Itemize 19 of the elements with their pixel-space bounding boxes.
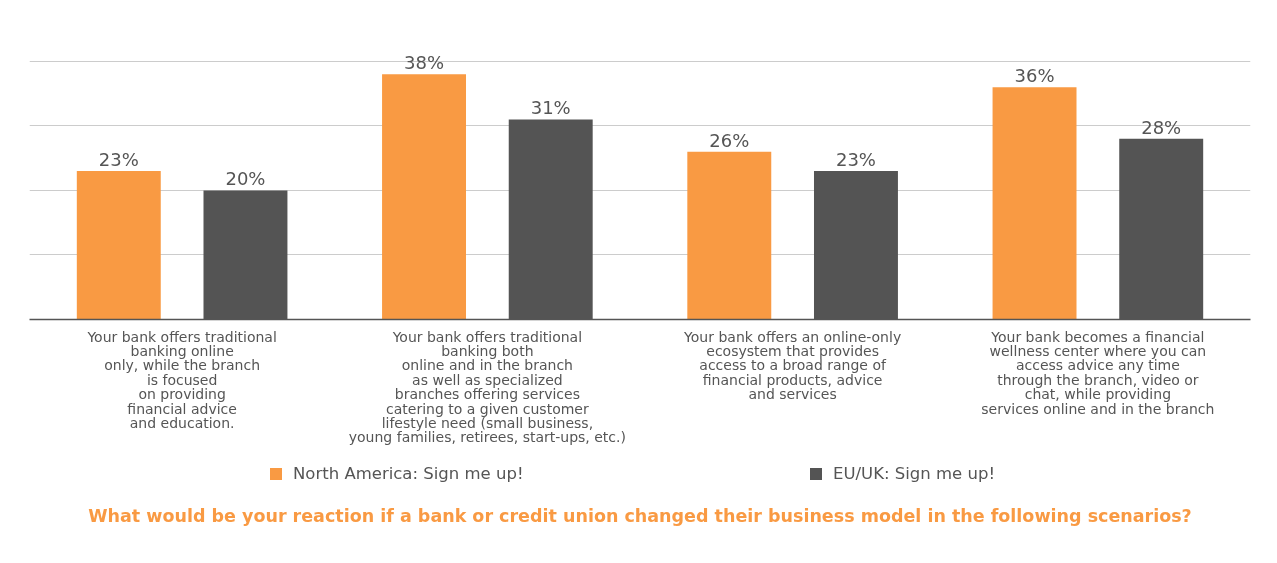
data-label: 26% bbox=[709, 129, 750, 151]
data-label: 36% bbox=[1014, 65, 1055, 87]
data-label: 23% bbox=[835, 149, 876, 171]
legend-label: EU/UK: Sign me up! bbox=[833, 464, 996, 483]
x-tick-label: Your bank offers traditional banking both online and in the branch as well as specialized branches offering services catering to a given customer lifestyle need (small business, young families, retirees, start-ups, etc.) bbox=[348, 328, 626, 446]
bar bbox=[382, 74, 467, 320]
x-tick-label: Your bank offers traditional banking online only, while the branch is focused on providing financial advice and education. bbox=[86, 328, 277, 431]
data-label: 28% bbox=[1141, 116, 1182, 138]
legend-label: North America: Sign me up! bbox=[293, 464, 525, 483]
data-label: 20% bbox=[225, 168, 266, 190]
data-label: 31% bbox=[530, 97, 571, 119]
bar bbox=[992, 87, 1077, 320]
x-tick-label: Your bank offers an online-only ecosystem that provides access to a broad range of financial products, advice and services bbox=[683, 328, 902, 403]
text: What would be your reaction if a bank or credit union changed their business model in the following scenarios? bbox=[88, 505, 1192, 526]
data-label: 23% bbox=[98, 149, 139, 171]
bar bbox=[76, 171, 161, 320]
x-tick-label: Your bank becomes a financial wellness center where you can access advice any time through the branch, video or chat, while providing services online and in the branch bbox=[981, 328, 1215, 417]
bar bbox=[687, 151, 772, 320]
data-label: 38% bbox=[404, 52, 445, 74]
